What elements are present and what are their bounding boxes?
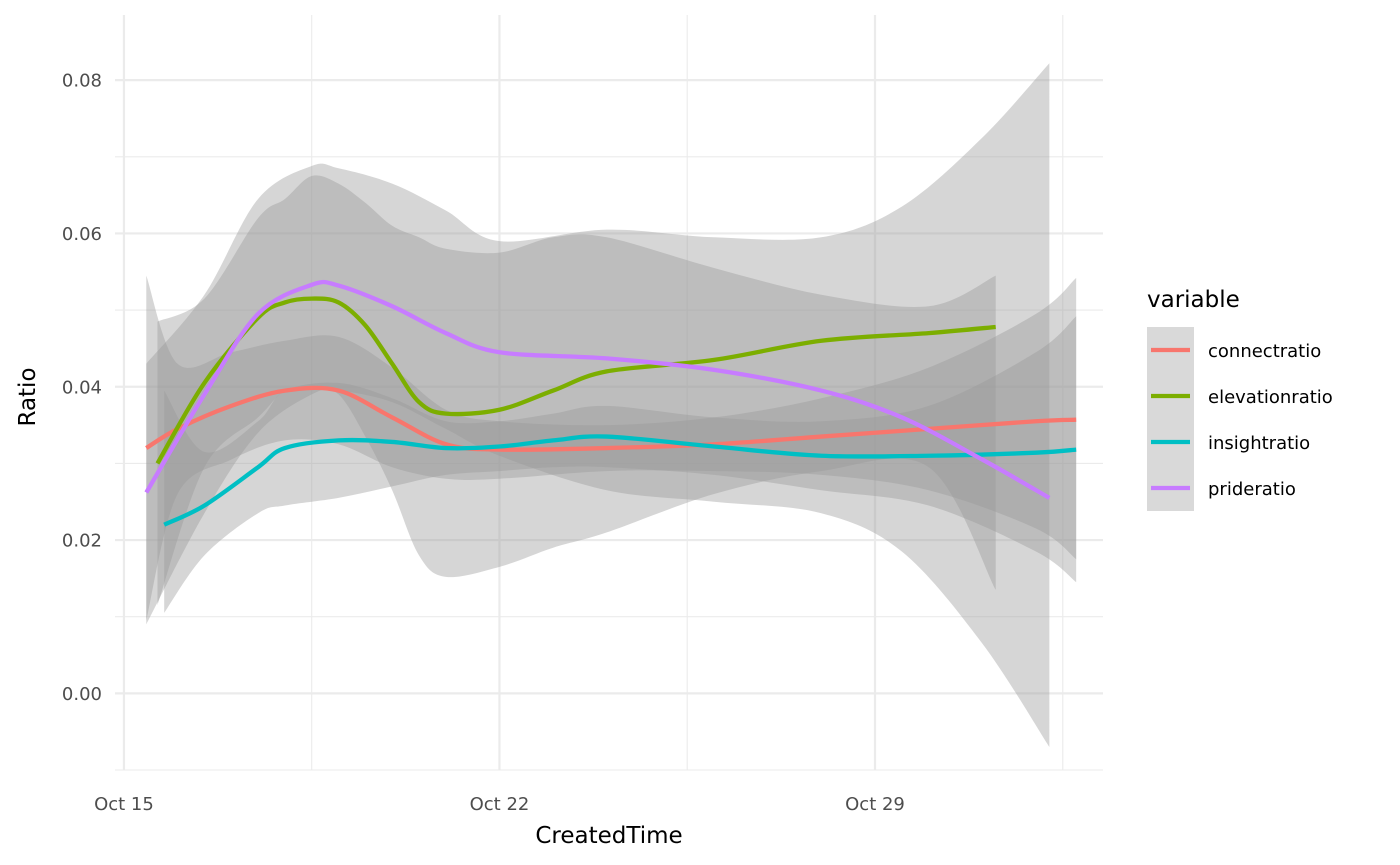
legend-item-elevationratio: elevationratio (1147, 373, 1333, 419)
series-line-insightratio (163, 434, 1077, 527)
x-axis-tick-labels: Oct 15 Oct 22 Oct 29 (94, 794, 905, 815)
legend-label: insightratio (1208, 433, 1310, 454)
legend-title: variable (1147, 287, 1240, 313)
y-axis-tick-labels: 0.00 0.02 0.04 0.06 0.08 (62, 71, 102, 705)
legend-label: connectratio (1208, 341, 1321, 362)
confidence-ribbon-prideratio (146, 63, 1050, 748)
legend-item-connectratio: connectratio (1147, 327, 1321, 373)
legend-label: prideratio (1208, 479, 1296, 500)
confidence-ribbons (146, 63, 1077, 748)
x-tick-label: Oct 29 (845, 794, 905, 815)
x-axis-title: CreatedTime (535, 823, 682, 849)
x-tick-label: Oct 15 (94, 794, 154, 815)
legend-label: elevationratio (1208, 387, 1333, 408)
series-line-prideratio (144, 279, 1051, 500)
y-tick-label: 0.00 (62, 684, 102, 705)
y-tick-label: 0.08 (62, 71, 102, 92)
series-lines (144, 279, 1077, 527)
y-tick-label: 0.02 (62, 531, 102, 552)
legend-items: connectratio elevationratio insightratio pr… (1147, 327, 1333, 511)
legend: variable connectratio elevationratio insig… (1147, 287, 1333, 511)
y-tick-label: 0.06 (62, 224, 102, 245)
y-tick-label: 0.04 (62, 377, 102, 398)
y-axis-title: Ratio (15, 367, 41, 426)
series-line-elevationratio (155, 296, 996, 465)
grid (115, 15, 1103, 771)
confidence-ribbon-insightratio (164, 316, 1077, 613)
legend-item-prideratio: prideratio (1147, 465, 1296, 511)
confidence-ribbon-elevationratio (157, 175, 996, 606)
legend-item-insightratio: insightratio (1147, 419, 1310, 465)
x-tick-label: Oct 22 (470, 794, 530, 815)
